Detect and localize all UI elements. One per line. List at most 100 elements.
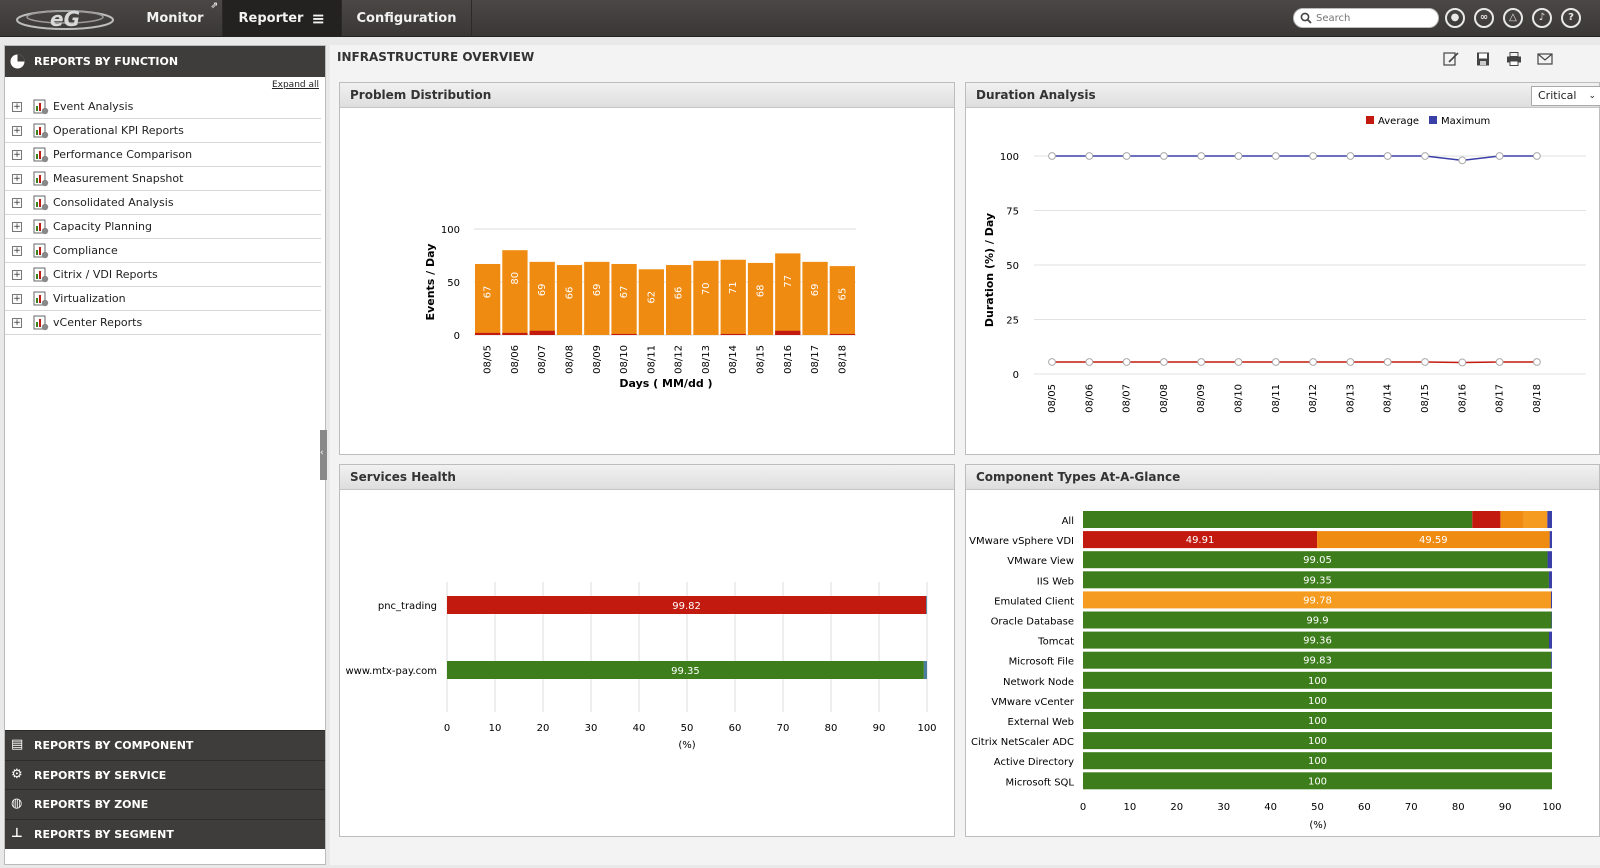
expand-toggle-icon[interactable]: + — [12, 246, 22, 256]
tree-item[interactable]: + Virtualization — [5, 287, 321, 311]
alerts-icon[interactable]: △ — [1503, 8, 1523, 28]
expand-toggle-icon[interactable]: + — [12, 270, 22, 280]
tree-item[interactable]: + Event Analysis — [5, 95, 321, 119]
bar — [693, 260, 719, 335]
sidebar-section-reports-by-segment[interactable]: ⊥ REPORTS BY SEGMENT — [5, 819, 325, 849]
tab-reporter-label: Reporter — [238, 11, 304, 26]
expand-toggle-icon[interactable]: + — [12, 198, 22, 208]
y-tick-label: 100 — [441, 225, 460, 236]
mail-icon[interactable] — [1537, 52, 1553, 66]
data-point — [1495, 152, 1504, 160]
bar — [584, 261, 610, 335]
tree-item-label: Measurement Snapshot — [53, 172, 184, 185]
critical-bar — [502, 332, 528, 335]
tree-item[interactable]: + Operational KPI Reports — [5, 119, 321, 143]
x-tick-label: 08/08 — [565, 345, 576, 374]
tab-monitor[interactable]: Monitor ⇗ — [128, 0, 223, 37]
search-box[interactable] — [1293, 8, 1439, 28]
bar-value-label: 66 — [674, 287, 685, 300]
expand-toggle-icon[interactable]: + — [12, 318, 22, 328]
x-tick-label: 08/15 — [1420, 384, 1431, 413]
tree-item[interactable]: + Measurement Snapshot — [5, 167, 321, 191]
sidebar-section-reports-by-zone[interactable]: ◍ REPORTS BY ZONE — [5, 789, 325, 819]
bar — [802, 261, 828, 335]
x-tick-label: 08/11 — [646, 345, 657, 374]
y-tick-label: 50 — [447, 278, 460, 289]
y-tick-label: 25 — [1006, 316, 1019, 327]
data-point — [1309, 358, 1318, 366]
bell-icon[interactable]: ♪ — [1532, 8, 1552, 28]
help-icon[interactable]: ? — [1561, 8, 1581, 28]
services-health-chart: 0 10 20 30 40 50 60 70 80 90 100 99.82 pnc_trading 99… — [346, 582, 937, 751]
x-tick-label: 08/10 — [619, 345, 630, 374]
data-point — [1421, 152, 1429, 160]
expand-all-link[interactable]: Expand all — [271, 80, 319, 90]
component-types-panel: Component Types At-A-Glance All VMware vS… — [965, 464, 1600, 837]
bar-value-label: 62 — [646, 291, 657, 304]
reports-by-function-header[interactable]: REPORTS BY FUNCTION — [5, 46, 325, 77]
expand-toggle-icon[interactable]: + — [12, 126, 22, 136]
tree-item[interactable]: + vCenter Reports — [5, 311, 321, 335]
x-tick-label: 40 — [1264, 802, 1277, 813]
expand-toggle-icon[interactable]: + — [12, 294, 22, 304]
expand-toggle-icon[interactable]: + — [12, 150, 22, 160]
sidebar-collapse-handle[interactable]: ‹ — [320, 430, 327, 480]
category-label: VMware vCenter — [991, 697, 1074, 708]
tree-item-label: Consolidated Analysis — [53, 196, 174, 209]
report-icon — [33, 315, 49, 331]
report-icon — [33, 291, 49, 307]
expand-toggle-icon[interactable]: + — [12, 222, 22, 232]
user-icon[interactable]: ● — [1445, 8, 1465, 28]
x-tick-label: 08/14 — [1383, 384, 1394, 413]
search-input[interactable] — [1316, 11, 1434, 26]
x-tick-label: 08/05 — [1047, 384, 1058, 413]
data-point — [1122, 358, 1131, 366]
sidebar-section-reports-by-component[interactable]: ▤ REPORTS BY COMPONENT — [5, 730, 325, 760]
report-icon — [33, 171, 49, 187]
x-tick-label: 100 — [917, 723, 936, 734]
x-tick-label: 10 — [489, 723, 502, 734]
bar-value-label: 49.59 — [1419, 535, 1448, 546]
tree-item[interactable]: + Consolidated Analysis — [5, 191, 321, 215]
services-health-title: Services Health — [340, 465, 954, 490]
tab-configuration[interactable]: Configuration — [342, 0, 472, 37]
x-tick-label: 70 — [1405, 802, 1418, 813]
expand-toggle-icon[interactable]: + — [12, 174, 22, 184]
tree-item[interactable]: + Citrix / VDI Reports — [5, 263, 321, 287]
bar-segment — [1083, 551, 1548, 569]
tree-item[interactable]: + Performance Comparison — [5, 143, 321, 167]
tab-monitor-label: Monitor — [146, 11, 204, 26]
data-point — [1383, 152, 1392, 160]
y-tick-label: 50 — [1006, 261, 1019, 272]
bar-value-label: 80 — [510, 272, 521, 285]
tab-configuration-label: Configuration — [356, 11, 457, 26]
edit-icon[interactable] — [1443, 52, 1459, 66]
print-icon[interactable] — [1506, 52, 1522, 66]
tree-item[interactable]: + Compliance — [5, 239, 321, 263]
expand-toggle-icon[interactable]: + — [12, 102, 22, 112]
bar-value-label: 77 — [783, 275, 794, 288]
tab-reporter[interactable]: Reporter ≡ — [223, 0, 342, 37]
svg-text:eG: eG — [50, 7, 80, 31]
bar — [529, 261, 555, 335]
data-point — [1271, 358, 1280, 366]
bar-segment — [1083, 691, 1552, 709]
link-icon[interactable]: ∞ — [1474, 8, 1494, 28]
data-point — [1458, 358, 1467, 367]
services-health-panel: Services Health 0 10 20 30 40 50 60 70 80 90 100 99… — [339, 464, 955, 837]
save-icon[interactable] — [1475, 52, 1491, 66]
component-types-title: Component Types At-A-Glance — [966, 465, 1599, 490]
eg-logo[interactable]: eG — [10, 3, 120, 34]
x-tick-label: 08/12 — [1308, 384, 1319, 413]
bar-value-label: 67 — [483, 286, 494, 299]
sidebar: REPORTS BY FUNCTION Expand all + Event An… — [4, 45, 326, 865]
report-tree: + Event Analysis + Operational KPI Reports +… — [5, 95, 321, 335]
menu-icon[interactable]: ≡ — [311, 9, 325, 28]
sidebar-section-reports-by-service[interactable]: ⚙ REPORTS BY SERVICE — [5, 760, 325, 790]
service-bar — [447, 661, 924, 679]
severity-dropdown[interactable]: Critical ⌄ — [1531, 86, 1600, 106]
x-tick-label: 50 — [1311, 802, 1324, 813]
data-point — [1048, 152, 1056, 160]
x-tick-label: 08/17 — [1495, 384, 1506, 413]
tree-item[interactable]: + Capacity Planning — [5, 215, 321, 239]
